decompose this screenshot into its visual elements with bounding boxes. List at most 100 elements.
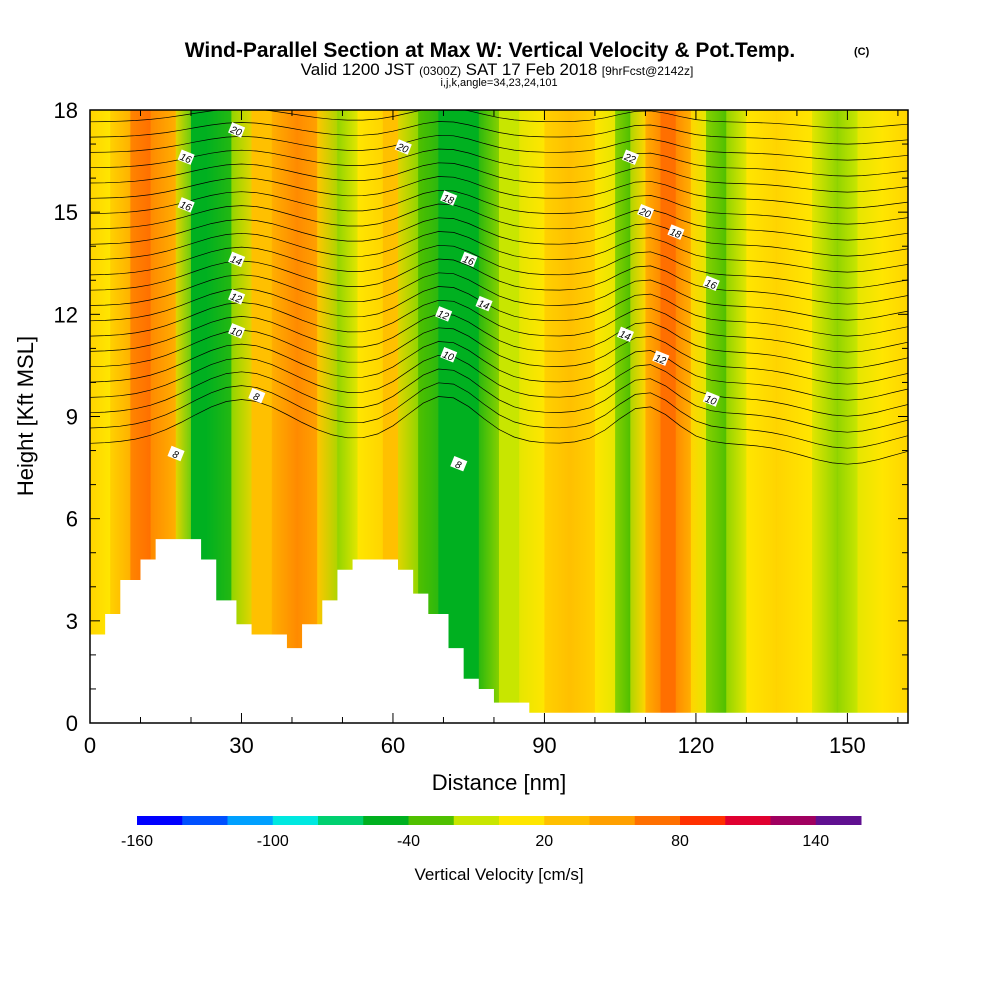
contour-label-text: 20 [394,141,410,156]
x-tick-label: 150 [829,733,866,758]
contour-label: 14 [475,295,493,313]
velocity-band [251,110,272,723]
x-tick-label: 90 [532,733,556,758]
contour-label-text: 18 [441,193,456,208]
colorbar-swatch [544,816,590,825]
contour-label-text: 8 [251,391,261,403]
contour-label-text: 16 [461,254,476,269]
theta-contour [90,244,908,289]
contour-label-text: 14 [617,329,632,344]
colorbar-swatch [634,816,681,825]
velocity-band [776,110,813,723]
velocity-band [690,110,707,723]
velocity-band [746,110,777,723]
theta-contour [90,396,908,465]
contour-label: 8 [450,455,468,472]
theta-contour [90,217,908,257]
contour-label: 14 [616,326,634,344]
y-tick-label: 12 [54,302,78,327]
x-axis-label: Distance [nm] [432,770,567,795]
theta-contour [90,134,908,161]
velocity-band [90,110,111,723]
contour-label: 16 [460,251,478,269]
colorbar-tick-label: 80 [671,833,689,850]
contour-label: 10 [702,391,720,408]
velocity-band [812,110,838,723]
colorbar-swatch [770,816,817,825]
theta-contours [90,110,908,465]
theta-contour [90,382,908,449]
y-tick-label: 15 [54,200,78,225]
y-tick-label: 6 [66,507,78,532]
x-tick-label: 30 [229,733,253,758]
theta-contour [90,272,908,321]
velocity-band [544,110,570,723]
plot-area: 20 16 16 14 12 10 8 8 20 18 16 14 12 10 8 22 20 18 16 14 12 1… [89,109,909,724]
theta-contour [90,286,908,337]
colorbar-tick-label: -40 [397,833,420,850]
colorbar-swatch [408,816,455,825]
contour-label: 16 [177,197,195,214]
velocity-band [297,110,318,723]
theta-contour [90,258,908,305]
y-tick-label: 3 [66,609,78,634]
y-tick-label: 9 [66,405,78,430]
contour-label: 16 [702,275,720,292]
velocity-band [594,110,616,723]
contour-label-text: 20 [637,206,653,221]
contour-label: 22 [622,149,640,166]
chart-title: Wind-Parallel Section at Max W: Vertical… [185,39,796,62]
contour-label-text: 14 [476,298,491,313]
theta-contour [90,368,908,433]
y-tick-label: 18 [54,98,78,123]
contour-label: 10 [228,323,246,340]
velocity-band [857,110,883,723]
y-tick-label: 0 [66,711,78,736]
contour-label-text: 16 [178,152,193,167]
forecast-info: [9hrFcst@2142z] [602,64,694,78]
contour-label: 8 [248,387,266,404]
colorbar: -160 -100 -40 20 80 140 [121,816,862,850]
velocity-band [458,110,479,723]
contour-label: 18 [667,224,685,241]
contour-label-text: 16 [178,200,193,215]
colorbar-swatch [227,816,274,825]
contour-label: 12 [228,289,246,307]
velocity-band [645,110,661,723]
colorbar-title: Vertical Velocity [cm/s] [414,865,583,884]
contour-label: 12 [652,350,670,368]
valid-utc: (0300Z) [419,64,461,78]
x-tick-label: 0 [84,733,96,758]
colorbar-tick-label: -100 [257,833,289,850]
colorbar-swatch [363,816,409,825]
velocity-band [706,110,727,723]
terrain-mask [90,539,908,723]
velocity-band [317,110,338,723]
velocity-band [569,110,595,723]
contour-label-text: 14 [229,254,244,269]
velocity-band [438,110,459,723]
contour-labels: 20 16 16 14 12 10 8 8 20 18 16 14 12 10 8 22 20 18 16 14 12 1… [167,122,720,472]
valid-prefix: Valid 1200 JST [301,60,415,79]
colorbar-tick-label: 140 [802,833,829,850]
colorbar-swatch [272,816,319,825]
contour-label-text: 12 [653,353,668,368]
velocity-band [726,110,747,723]
colorbar-tick-label: -160 [121,833,153,850]
colorbar-swatch [680,816,726,825]
colorbar-swatch [499,816,545,825]
copyright-mark: (C) [854,46,870,58]
theta-contour [90,121,908,145]
contour-label: 8 [167,445,185,462]
contour-label-text: 12 [229,292,244,307]
contour-label: 10 [440,347,458,364]
contour-label-text: 12 [436,309,451,324]
x-tick-label: 60 [381,733,405,758]
contour-label: 12 [435,306,453,324]
colorbar-swatch [182,816,228,825]
colorbar-swatch [725,816,771,825]
velocity-band [519,110,545,723]
contour-label: 14 [228,251,246,269]
valid-time-line: Valid 1200 JST (0300Z) SAT 17 Feb 2018 [… [301,60,694,79]
